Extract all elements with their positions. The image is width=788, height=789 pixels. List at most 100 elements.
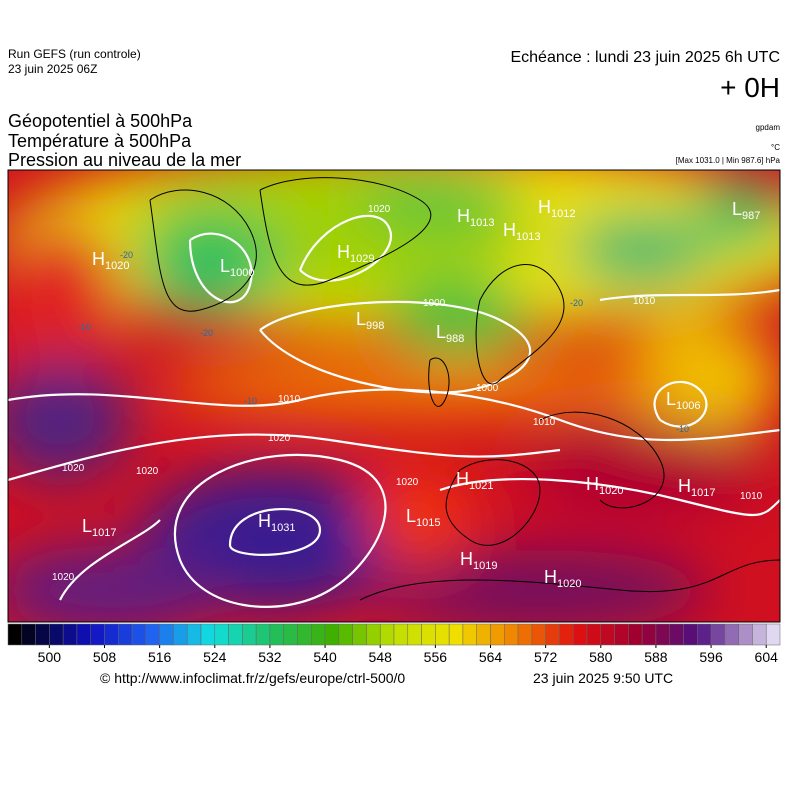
colorbar-swatch [173,623,188,646]
colorbar-swatch [145,623,160,646]
pressure-center: L1015 [406,506,441,529]
colorbar-swatch [765,623,781,646]
colorbar-swatch [338,623,353,646]
center-value: 987 [742,210,760,222]
colorbar-swatch [572,623,588,646]
colorbar-tick-label: 564 [479,649,503,665]
colorbar-swatch [545,623,560,646]
center-type: H [92,249,105,269]
pressure-center: L988 [436,322,464,345]
isobar-label: 1020 [368,204,391,215]
colorbar-swatch [283,623,298,646]
colorbar-swatch [435,623,450,646]
isobar-label: 1020 [396,477,419,488]
isobars [8,214,780,608]
colorbar-tick-label: 540 [313,649,337,665]
colorbar-swatch [421,623,436,646]
colorbar-tick-label: 524 [203,649,227,665]
colorbar-swatch [476,623,491,646]
colorbar-tick-label: 572 [534,649,558,665]
temperature-label: -20 [200,328,213,338]
center-type: H [258,511,271,531]
source: © http://www.infoclimat.fr/z/gefs/europe… [100,670,405,686]
center-type: L [732,199,742,219]
lead-time: + 0H [720,72,780,103]
colorbar-swatch [21,623,36,646]
pressure-center: L1017 [82,516,117,539]
isobar-label: 1010 [533,417,556,428]
center-value: 1020 [599,485,623,497]
generated-time: 23 juin 2025 9:50 UTC [533,670,673,686]
colorbar-swatch [683,623,698,646]
center-value: 1031 [271,522,295,534]
center-type: L [220,256,230,276]
colorbar-swatch [710,623,726,646]
isobar-label: 1010 [633,296,656,307]
center-type: L [406,506,416,526]
colorbar-swatch [628,623,643,646]
center-type: H [538,197,551,217]
colorbar-tick-label: 548 [369,649,393,665]
colorbar-tick-label: 596 [699,649,723,665]
center-value: 1012 [551,208,575,220]
center-value: 1017 [92,527,116,539]
center-value: 1017 [691,487,715,499]
center-type: H [544,567,557,587]
center-type: L [82,516,92,536]
pressure-center: H1020 [92,249,129,272]
colorbar-swatch [255,623,271,646]
colorbar-swatch [297,623,312,646]
colorbar-swatch [655,623,670,646]
unit: [Max 1031.0 | Min 987.6] hPa [676,156,781,165]
isobar-label: 1010 [740,491,763,502]
center-value: 1021 [469,480,493,492]
center-value: 1020 [105,260,129,272]
center-type: H [678,476,691,496]
colorbar-swatch [614,623,629,646]
colorbar-tick-label: 604 [755,649,779,665]
colorbar-swatch [76,623,91,646]
colorbar-swatch [517,623,533,646]
colorbar-swatch [311,623,326,646]
center-type: H [337,242,350,262]
colorbar-swatch [200,623,216,646]
center-value: 1019 [473,560,497,572]
isobar-label: 1020 [136,466,159,477]
colorbar-tick-label: 532 [258,649,282,665]
isobar-label: 1020 [52,572,75,583]
map-frame [7,169,781,623]
pressure-center: H1013 [457,206,494,229]
temperature-label: -20 [570,298,583,308]
colorbar-swatch [352,623,367,646]
colorbar-swatch [118,623,133,646]
center-type: H [457,206,470,226]
colorbar-swatch [186,623,202,646]
center-value: 1015 [416,517,440,529]
title: Température à 500hPa [8,131,192,151]
isobar-label: 1020 [62,463,85,474]
center-value: 998 [366,320,384,332]
temperature-label: -10 [244,396,257,406]
pressure-center: L1006 [666,389,701,412]
center-value: 1020 [557,578,581,590]
center-type: L [666,389,676,409]
colorbar-swatch [559,623,574,646]
colorbar-swatch [393,623,409,646]
colorbar-swatch [49,623,64,646]
colorbar-swatch [269,623,284,646]
colorbar-swatch [600,623,615,646]
center-value: 1000 [230,267,254,279]
center-value: 988 [446,333,464,345]
run-label: Run GEFS (run controle) [8,47,141,61]
pressure-center: L1000 [220,256,255,279]
center-value: 1006 [676,400,700,412]
isobar-label: 1010 [278,394,301,405]
title: Géopotentiel à 500hPa [8,111,193,131]
center-type: L [356,309,366,329]
center-type: H [456,469,469,489]
colorbar-swatch [407,623,422,646]
center-value: 1013 [516,231,540,243]
colorbar-swatch [669,623,684,646]
colorbar-swatch [738,623,753,646]
